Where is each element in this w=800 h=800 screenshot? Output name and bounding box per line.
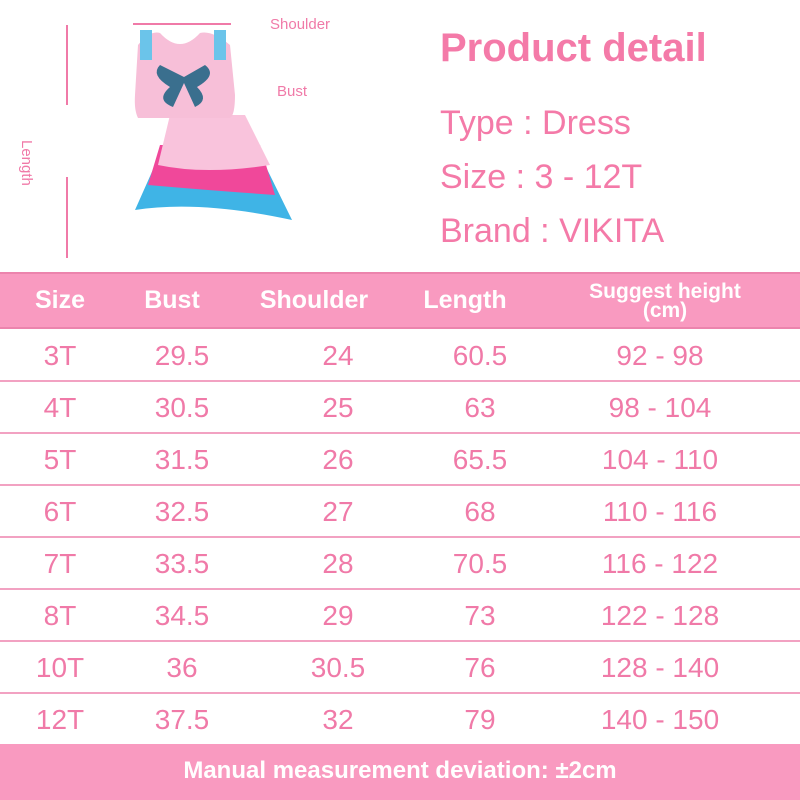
cell-shoulder: 27 (322, 496, 354, 527)
cell-height: 116 - 122 (601, 548, 719, 579)
cell-size: 3T (43, 340, 77, 371)
product-type: Type : Dress (440, 104, 631, 142)
product-detail-title: Product detail (440, 26, 707, 70)
table-row: 8T 34.5 29 73 122 - 128 (0, 590, 800, 642)
cell-length: 65.5 (452, 444, 508, 475)
table-row: 12T 37.5 32 79 140 - 150 (0, 694, 800, 746)
cell-bust: 29.5 (154, 340, 210, 371)
cell-bust: 31.5 (154, 444, 210, 475)
cell-length: 79 (464, 704, 496, 735)
dress-image (66, 23, 292, 258)
cell-bust: 30.5 (154, 392, 210, 423)
table-row: 10T 36 30.5 76 128 - 140 (0, 642, 800, 694)
cell-height: 140 - 150 (600, 704, 720, 735)
cell-shoulder: 26 (322, 444, 354, 475)
table-row: 5T 31.5 26 65.5 104 - 110 (0, 434, 800, 486)
table-row: 3T 29.5 24 60.5 92 - 98 (0, 330, 800, 382)
bust-label: Bust (277, 83, 308, 100)
product-size: Size : 3 - 12T (440, 158, 643, 196)
cell-height: 98 - 104 (608, 392, 712, 423)
cell-bust: 37.5 (154, 704, 210, 735)
cell-height: 104 - 110 (601, 444, 719, 475)
cell-height: 110 - 116 (602, 496, 718, 527)
cell-shoulder: 25 (322, 392, 354, 423)
footer-note: Manual measurement deviation: ±2cm (0, 744, 800, 800)
header-shoulder: Shoulder (259, 286, 369, 314)
length-label: Length (18, 140, 35, 186)
cell-length: 76 (464, 652, 496, 683)
shoulder-label: Shoulder (270, 16, 331, 33)
cell-size: 7T (43, 548, 77, 579)
cell-size: 4T (43, 392, 77, 423)
table-row: 7T 33.5 28 70.5 116 - 122 (0, 538, 800, 590)
cell-height: 128 - 140 (600, 652, 720, 683)
product-brand: Brand : VIKITA (440, 212, 665, 250)
header-bust: Bust (144, 286, 200, 314)
header-suggest-height: Suggest height (cm) (560, 280, 770, 322)
cell-length: 63 (464, 392, 496, 423)
cell-shoulder: 29 (322, 600, 354, 631)
header-height-line1: Suggest height (589, 280, 741, 303)
cell-shoulder: 28 (322, 548, 354, 579)
cell-bust: 32.5 (154, 496, 210, 527)
cell-size: 5T (43, 444, 77, 475)
table-header: Size Bust Shoulder Length Suggest height… (0, 272, 800, 329)
header-size: Size (34, 286, 86, 314)
cell-shoulder: 30.5 (310, 652, 366, 683)
table-row: 6T 32.5 27 68 110 - 116 (0, 486, 800, 538)
cell-size: 8T (43, 600, 77, 631)
cell-shoulder: 24 (322, 340, 354, 371)
cell-bust: 34.5 (154, 600, 210, 631)
cell-size: 6T (43, 496, 77, 527)
header-length: Length (423, 286, 507, 314)
cell-length: 68 (464, 496, 496, 527)
cell-size: 10T (35, 652, 85, 683)
header-height-line2: (cm) (642, 299, 688, 322)
cell-shoulder: 32 (322, 704, 354, 735)
cell-length: 60.5 (452, 340, 508, 371)
table-row: 4T 30.5 25 63 98 - 104 (0, 382, 800, 434)
cell-height: 122 - 128 (600, 600, 720, 631)
cell-size: 12T (35, 704, 85, 735)
cell-height: 92 - 98 (616, 340, 704, 371)
cell-length: 73 (464, 600, 496, 631)
cell-bust: 36 (166, 652, 198, 683)
cell-bust: 33.5 (154, 548, 210, 579)
cell-length: 70.5 (452, 548, 508, 579)
